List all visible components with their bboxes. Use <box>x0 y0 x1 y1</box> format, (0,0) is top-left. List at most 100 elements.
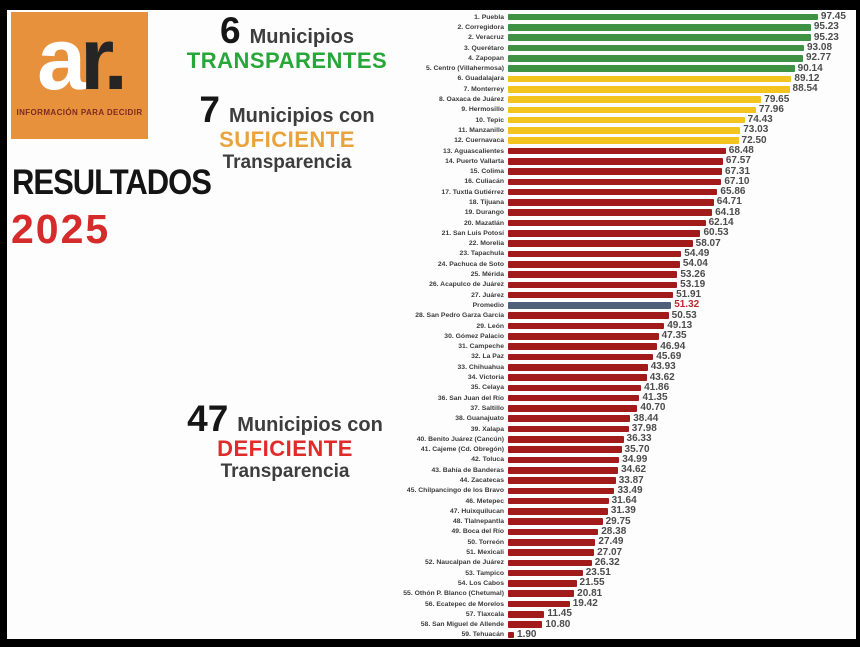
bar-deficient <box>508 508 608 515</box>
bar-label: 36. San Juan del Río <box>437 394 504 402</box>
chart-row: 47. Huixquilucan 31.39 <box>7 506 856 516</box>
bar-value: 64.71 <box>716 196 742 208</box>
bar-label: 35. Celaya <box>470 384 504 392</box>
bar-label: 48. Tlalnepantla <box>453 518 504 526</box>
bar-value: 31.64 <box>611 495 637 507</box>
chart-row: 50. Torreón 27.49 <box>7 537 856 547</box>
bar-deficient <box>508 147 726 155</box>
bar-label: 58. San Miguel de Allende <box>420 621 504 629</box>
bar-label: 52. Naucalpan de Juárez <box>425 559 504 567</box>
bar-label: 25. Mérida <box>470 271 504 279</box>
bar-label: 15. Colima <box>470 168 504 176</box>
category-word: Municipios con <box>237 414 383 436</box>
category-count: 6 <box>219 10 241 51</box>
bar-label: 43. Bahía de Banderas <box>431 466 504 474</box>
bar-deficient <box>508 425 629 433</box>
results-year: 2025 <box>11 206 111 252</box>
chart-row: 43. Bahía de Banderas 34.62 <box>7 465 856 475</box>
bar-deficient <box>508 569 583 577</box>
bar-deficient <box>508 312 669 320</box>
chart-row: 38. Guanajuato 38.44 <box>7 413 856 424</box>
chart-row: 25. Mérida 53.26 <box>7 269 856 279</box>
bar-chart: 1. Puebla 97.45 2. Corregidora 95.23 2. Vera… <box>7 12 856 640</box>
bar-label: 53. Tampico <box>465 569 504 577</box>
chart-row: 27. Juárez 51.91 <box>7 290 856 300</box>
bar-deficient <box>508 446 622 453</box>
chart-row: 31. Campeche 46.94 <box>7 340 856 352</box>
bar-value: 49.13 <box>667 320 693 332</box>
bar-value: 68.48 <box>728 145 754 156</box>
chart-row: 1. Puebla 97.45 <box>7 12 856 22</box>
bar-label: 12. Cuernavaca <box>454 137 504 145</box>
bar-deficient <box>508 631 515 639</box>
bar-transparent <box>508 65 795 72</box>
bar-label: 18. Tijuana <box>468 198 504 206</box>
bar-value: 73.03 <box>743 124 769 136</box>
bar-value: 27.49 <box>598 536 624 548</box>
bar-label: 26. Acapulco de Juárez <box>429 281 504 289</box>
bar-deficient <box>508 538 596 546</box>
chart-row: 17. Tuxtla Gutiérrez 65.86 <box>7 187 856 197</box>
chart-row: 42. Toluca 34.99 <box>7 453 856 465</box>
bar-deficient <box>508 621 543 628</box>
ar-logo-text: ar. <box>37 15 128 103</box>
bar-label: 40. Benito Juárez (Cancún) <box>416 435 504 443</box>
bar-label: 37. Saltillo <box>470 404 504 412</box>
category-deficiente: 47 Municipios con DEFICIENTE Transparenc… <box>169 400 401 482</box>
bar-deficient <box>508 600 570 608</box>
bar-value: 51.91 <box>676 289 702 301</box>
bar-sufficient <box>508 137 739 144</box>
bar-value: 89.12 <box>794 72 820 84</box>
bar-deficient <box>508 436 624 443</box>
chart-row: 2. Veracruz 95.23 <box>7 32 856 43</box>
bar-label: 47. Huixquilucan <box>449 507 504 515</box>
category-suficiente: 7 Municipios con SUFICIENTE Transparenci… <box>173 91 401 173</box>
bar-deficient <box>508 199 714 206</box>
bar-label: 59. Tehuacán <box>461 631 504 639</box>
bar-label: 57. Tlaxcala <box>465 610 504 618</box>
bar-deficient <box>508 188 718 196</box>
chart-row: 22. Morelia 58.07 <box>7 238 856 249</box>
bar-value: 43.62 <box>649 371 675 383</box>
bar-label: 56. Ecatepec de Morelos <box>425 600 504 608</box>
bar-deficient <box>508 178 722 186</box>
bar-value: 34.99 <box>622 453 648 465</box>
category-keyword: SUFICIENTE <box>219 127 355 152</box>
bar-deficient <box>508 281 678 289</box>
bar-value: 50.53 <box>671 309 697 321</box>
bar-label: 49. Boca del Río <box>451 528 504 536</box>
chart-row: 44. Zacatecas 33.87 <box>7 475 856 485</box>
chart-row: 35. Celaya 41.86 <box>7 381 856 393</box>
bar-value: 33.87 <box>618 474 644 486</box>
chart-row: 36. San Juan del Río 41.35 <box>7 393 856 403</box>
bar-transparent <box>508 44 804 52</box>
bar-value: 67.57 <box>725 155 751 167</box>
bar-value: 20.81 <box>577 587 603 599</box>
bar-deficient <box>508 456 620 464</box>
bar-value: 46.94 <box>660 340 686 352</box>
bar-average <box>508 302 672 309</box>
chart-row: 55. Othón P. Blanco (Chetumal) 20.81 <box>7 587 856 599</box>
bar-label: 27. Juárez <box>471 291 504 299</box>
logo-letter-a: a <box>37 9 86 108</box>
bar-value: 40.70 <box>640 402 666 414</box>
bar-label: 10. Tepic <box>475 116 504 124</box>
bar-value: 23.51 <box>585 567 611 579</box>
bar-label: 28. San Pedro Garza García <box>415 312 504 320</box>
bar-value: 64.18 <box>715 206 741 218</box>
bar-deficient <box>508 322 665 330</box>
bar-value: 43.93 <box>650 361 676 373</box>
bar-label: 17. Tuxtla Gutiérrez <box>441 188 504 196</box>
bar-value: 41.86 <box>644 381 670 393</box>
chart-row: 6. Guadalajara 89.12 <box>7 72 856 84</box>
chart-row: 2. Corregidora 95.23 <box>7 22 856 32</box>
bar-value: 28.38 <box>601 525 627 537</box>
category-transparentes-line1: 6 Municipios <box>173 10 401 51</box>
bar-deficient <box>508 353 654 361</box>
bar-label: 30. Gómez Palacio <box>444 332 504 340</box>
chart-row: 46. Metepec 31.64 <box>7 496 856 506</box>
bar-sufficient <box>508 116 745 124</box>
chart-row: 23. Tapachula 54.49 <box>7 248 856 259</box>
chart-row: 24. Pachuca de Soto 54.04 <box>7 259 856 269</box>
category-keyword: DEFICIENTE <box>217 436 353 461</box>
